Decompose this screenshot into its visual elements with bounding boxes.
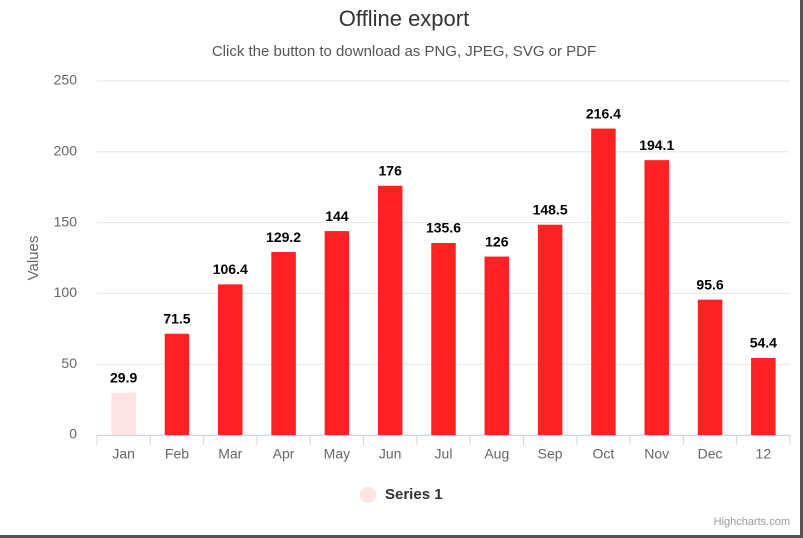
data-label: 194.1	[639, 137, 674, 153]
data-label: 135.6	[426, 220, 461, 236]
x-tick-label: Dec	[698, 446, 723, 462]
bar[interactable]	[271, 252, 296, 435]
bar[interactable]	[431, 242, 456, 435]
legend-symbol[interactable]	[360, 487, 376, 503]
bar[interactable]	[218, 284, 243, 435]
x-tick-label: Mar	[218, 446, 242, 462]
x-tick-label: Jan	[112, 446, 135, 462]
data-label: 29.9	[110, 369, 137, 385]
x-tick-label: Aug	[484, 446, 509, 462]
y-tick-label: 250	[54, 72, 78, 88]
bar[interactable]	[164, 333, 190, 435]
x-tick-label: May	[324, 446, 350, 462]
legend-label[interactable]: Series 1	[385, 486, 443, 503]
x-tick-label: Jun	[379, 446, 402, 462]
data-label: 106.4	[213, 261, 248, 277]
bar[interactable]	[751, 357, 776, 435]
data-label: 216.4	[586, 105, 621, 121]
y-tick-label: 200	[54, 143, 78, 159]
x-tick-label: 12	[756, 446, 772, 462]
data-label: 95.6	[696, 276, 723, 292]
x-tick-label: Jul	[435, 446, 453, 462]
bar[interactable]	[697, 299, 723, 435]
data-label: 71.5	[163, 310, 190, 326]
bar[interactable]	[537, 224, 563, 435]
x-tick-label: Nov	[644, 446, 669, 462]
x-tick-label: Oct	[593, 446, 615, 462]
y-tick-label: 50	[61, 355, 77, 371]
x-tick-label: Apr	[273, 446, 295, 462]
bar[interactable]	[484, 256, 510, 435]
chart-subtitle: Click the button to download as PNG, JPE…	[212, 43, 596, 60]
bar[interactable]	[324, 231, 350, 435]
bar[interactable]	[644, 160, 669, 435]
data-label: 144	[325, 208, 349, 224]
bar[interactable]	[111, 392, 136, 435]
data-label: 129.2	[266, 229, 301, 245]
bar[interactable]	[377, 185, 403, 435]
chart-title: Offline export	[339, 6, 469, 31]
credits[interactable]: Highcharts.com	[714, 516, 790, 528]
data-label: 176	[379, 162, 403, 178]
y-tick-label: 0	[69, 426, 77, 442]
data-label: 54.4	[750, 335, 777, 351]
y-axis-title: Values	[25, 236, 42, 281]
y-tick-label: 150	[54, 213, 78, 229]
y-tick-label: 100	[54, 284, 78, 300]
data-label: 148.5	[533, 201, 568, 217]
x-tick-label: Sep	[538, 446, 563, 462]
bar[interactable]	[591, 128, 616, 435]
data-label: 126	[485, 233, 509, 249]
x-tick-label: Feb	[165, 446, 189, 462]
